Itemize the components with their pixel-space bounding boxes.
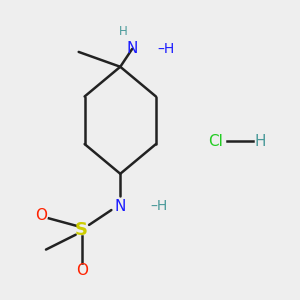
Text: Cl: Cl [208, 134, 223, 148]
Text: –H: –H [158, 42, 175, 56]
Text: N: N [115, 199, 126, 214]
Text: –H: –H [150, 200, 167, 214]
Text: O: O [76, 263, 88, 278]
Text: S: S [75, 221, 88, 239]
Text: H: H [119, 25, 128, 38]
Text: H: H [254, 134, 266, 148]
Text: O: O [35, 208, 47, 223]
Text: N: N [127, 41, 138, 56]
